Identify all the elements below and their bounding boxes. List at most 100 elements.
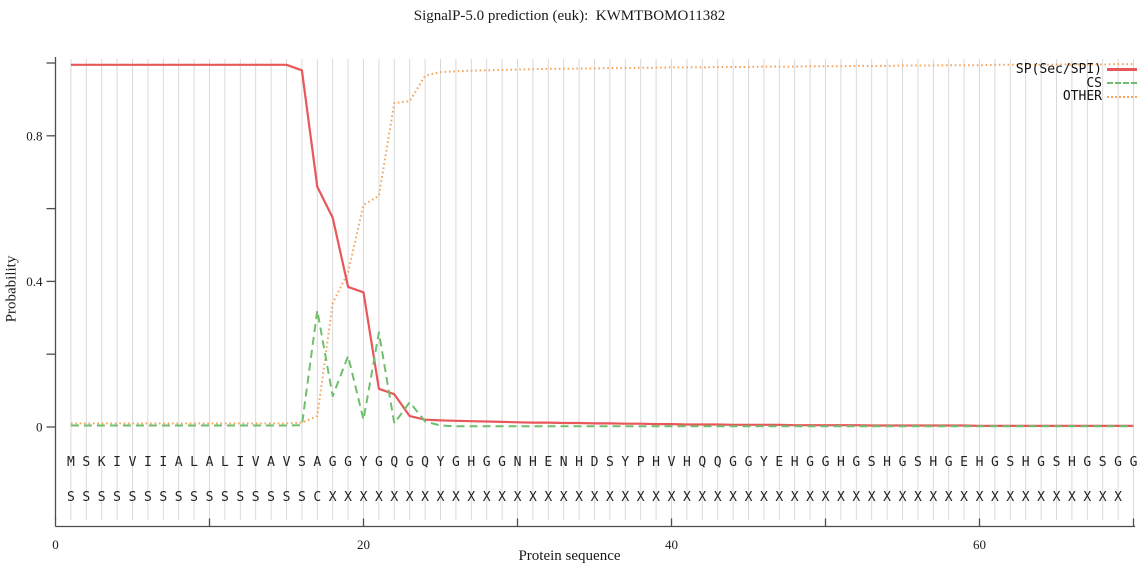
sequence-letter: Y	[437, 455, 445, 470]
sequence-letter: G	[806, 455, 814, 470]
sequence-letter: Y	[760, 455, 768, 470]
region-mark-letter: X	[606, 490, 614, 505]
sequence-letter: E	[775, 455, 783, 470]
sequence-letter: H	[1022, 455, 1030, 470]
sequence-letter: V	[668, 455, 676, 470]
sequence-letter: K	[98, 455, 106, 470]
region-mark-letter: S	[113, 490, 121, 505]
region-mark-letter: X	[745, 490, 753, 505]
sequence-letter: N	[514, 455, 522, 470]
region-mark-letter: S	[67, 490, 75, 505]
region-mark-letter: X	[883, 490, 891, 505]
sequence-letter: G	[945, 455, 953, 470]
sequence-letter: H	[791, 455, 799, 470]
sequence-letter: G	[452, 455, 460, 470]
region-mark-letter: X	[1022, 490, 1030, 505]
region-mark-letter: X	[452, 490, 460, 505]
region-mark-letter: X	[1114, 490, 1122, 505]
series-line-sp-sec-spi-	[70, 63, 1134, 427]
sequence-letter: Y	[360, 455, 368, 470]
sequence-letter: S	[1006, 455, 1014, 470]
sequence-letter: G	[406, 455, 414, 470]
region-mark-letter: X	[437, 490, 445, 505]
sequence-letter: S	[1099, 455, 1107, 470]
region-mark-letter: X	[621, 490, 629, 505]
sequence-letter: H	[652, 455, 660, 470]
sequence-letter: P	[637, 455, 645, 470]
region-mark-letter: X	[1006, 490, 1014, 505]
legend-label-cs: CS	[1086, 75, 1102, 91]
region-mark-letter: X	[637, 490, 645, 505]
region-mark-letter: X	[714, 490, 722, 505]
region-mark-letter: X	[544, 490, 552, 505]
sequence-letter: G	[375, 455, 383, 470]
sequence-letter: H	[683, 455, 691, 470]
region-mark-letter: X	[421, 490, 429, 505]
region-mark-letter: X	[945, 490, 953, 505]
region-mark-letter: S	[82, 490, 90, 505]
region-mark-letter: S	[252, 490, 260, 505]
region-mark-letter: X	[791, 490, 799, 505]
sequence-letter: G	[344, 455, 352, 470]
region-mark-letter: S	[221, 490, 229, 505]
sequence-letter: S	[606, 455, 614, 470]
region-mark-letter: X	[852, 490, 860, 505]
region-mark-letter: X	[344, 490, 352, 505]
legend-line-sp-icon	[1107, 68, 1137, 72]
sequence-letter: Y	[621, 455, 629, 470]
sequence-letter: H	[976, 455, 984, 470]
region-mark-letter: X	[575, 490, 583, 505]
sequence-letter: V	[129, 455, 137, 470]
region-mark-letter: X	[1099, 490, 1107, 505]
region-mark-letter: X	[591, 490, 599, 505]
sequence-letter: Q	[698, 455, 706, 470]
sequence-letter: G	[991, 455, 999, 470]
region-mark-letter: X	[514, 490, 522, 505]
region-mark-letter: X	[1068, 490, 1076, 505]
sequence-letter: A	[175, 455, 183, 470]
legend-line-cs-icon	[1107, 82, 1137, 85]
legend-item-cs: CS	[1016, 75, 1137, 91]
legend-item-sp: SP(Sec/SPI)	[1016, 63, 1137, 77]
region-mark-letter: S	[175, 490, 183, 505]
region-mark-letter: X	[560, 490, 568, 505]
sequence-letter: S	[868, 455, 876, 470]
region-mark-letter: X	[1037, 490, 1045, 505]
sequence-letter: S	[82, 455, 90, 470]
sequence-letter: A	[206, 455, 214, 470]
sequence-letter: H	[529, 455, 537, 470]
region-mark-letter: S	[283, 490, 291, 505]
sequence-letter: D	[591, 455, 599, 470]
legend-label-sp: SP(Sec/SPI)	[1015, 62, 1102, 77]
region-mark-letter: X	[483, 490, 491, 505]
region-mark-letter: X	[406, 490, 414, 505]
sequence-letter: G	[498, 455, 506, 470]
x-axis-label: Protein sequence	[518, 548, 621, 564]
sequence-letter: Q	[421, 455, 429, 470]
sequence-letter: G	[745, 455, 753, 470]
region-mark-letter: X	[1083, 490, 1091, 505]
region-mark-letter: X	[899, 490, 907, 505]
sequence-letter: H	[467, 455, 475, 470]
sequence-letter: G	[899, 455, 907, 470]
legend-label-other: OTHER	[1062, 89, 1102, 104]
region-mark-letter: S	[190, 490, 198, 505]
sequence-letter: M	[67, 455, 75, 470]
sequence-letter: H	[837, 455, 845, 470]
region-mark-letter: S	[144, 490, 152, 505]
sequence-letter: A	[313, 455, 321, 470]
sequence-letter: S	[1053, 455, 1061, 470]
region-mark-letter: X	[822, 490, 830, 505]
y-tick-label: 0	[36, 420, 43, 435]
sequence-letter: E	[544, 455, 552, 470]
region-mark-letter: S	[159, 490, 167, 505]
sequence-letter: I	[236, 455, 244, 470]
region-mark-letter: X	[329, 490, 337, 505]
region-mark-letter: X	[729, 490, 737, 505]
region-mark-letter: X	[698, 490, 706, 505]
sequence-letter: E	[960, 455, 968, 470]
region-mark-letter: X	[529, 490, 537, 505]
region-mark-letter: X	[1053, 490, 1061, 505]
sequence-letter: G	[822, 455, 830, 470]
